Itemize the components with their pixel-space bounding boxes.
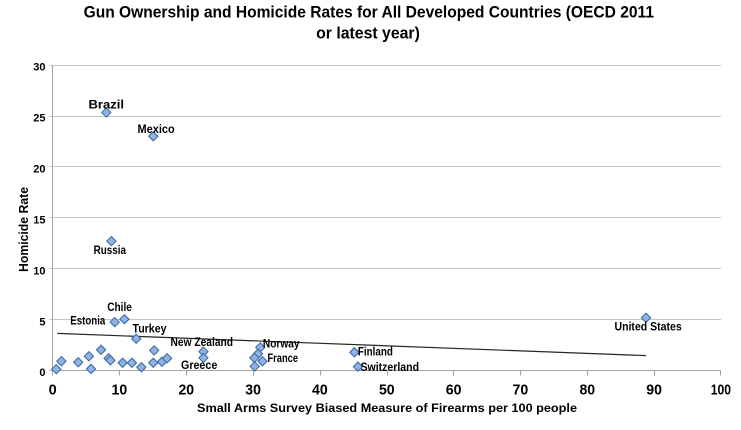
- svg-text:90: 90: [646, 382, 662, 398]
- svg-text:10: 10: [33, 265, 45, 277]
- svg-text:25: 25: [33, 113, 45, 125]
- svg-text:0: 0: [39, 367, 45, 379]
- svg-text:Homicide Rate: Homicide Rate: [16, 187, 31, 272]
- svg-text:30: 30: [33, 62, 45, 74]
- svg-text:Finland: Finland: [358, 347, 393, 359]
- svg-text:Brazil: Brazil: [89, 100, 125, 112]
- svg-text:Small Arms Survey Biased Measu: Small Arms Survey Biased Measure of Fire…: [197, 403, 577, 415]
- svg-text:Estonia: Estonia: [70, 316, 105, 328]
- svg-text:Greece: Greece: [181, 360, 217, 372]
- svg-text:United States: United States: [615, 322, 682, 334]
- svg-text:Mexico: Mexico: [138, 124, 175, 136]
- svg-text:30: 30: [245, 382, 261, 398]
- svg-text:70: 70: [513, 382, 529, 398]
- svg-text:60: 60: [446, 382, 462, 398]
- svg-text:Chile: Chile: [107, 302, 132, 314]
- svg-text:Norway: Norway: [263, 339, 300, 351]
- svg-text:or latest year): or latest year): [316, 24, 420, 43]
- svg-text:20: 20: [33, 164, 45, 176]
- svg-text:20: 20: [178, 382, 194, 398]
- svg-text:0: 0: [49, 382, 57, 398]
- svg-text:Turkey: Turkey: [133, 323, 168, 335]
- svg-text:5: 5: [39, 316, 45, 328]
- svg-text:Russia: Russia: [94, 245, 127, 257]
- svg-text:40: 40: [312, 382, 328, 398]
- svg-text:Gun Ownership and Homicide Rat: Gun Ownership and Homicide Rates for All…: [84, 3, 654, 22]
- svg-text:15: 15: [33, 215, 45, 227]
- svg-text:Switzerland: Switzerland: [361, 362, 420, 374]
- svg-text:80: 80: [579, 382, 595, 398]
- svg-text:100: 100: [711, 382, 731, 398]
- svg-text:50: 50: [379, 382, 395, 398]
- svg-text:10: 10: [112, 382, 128, 398]
- svg-text:France: France: [268, 353, 299, 365]
- svg-text:New Zealand: New Zealand: [171, 337, 234, 349]
